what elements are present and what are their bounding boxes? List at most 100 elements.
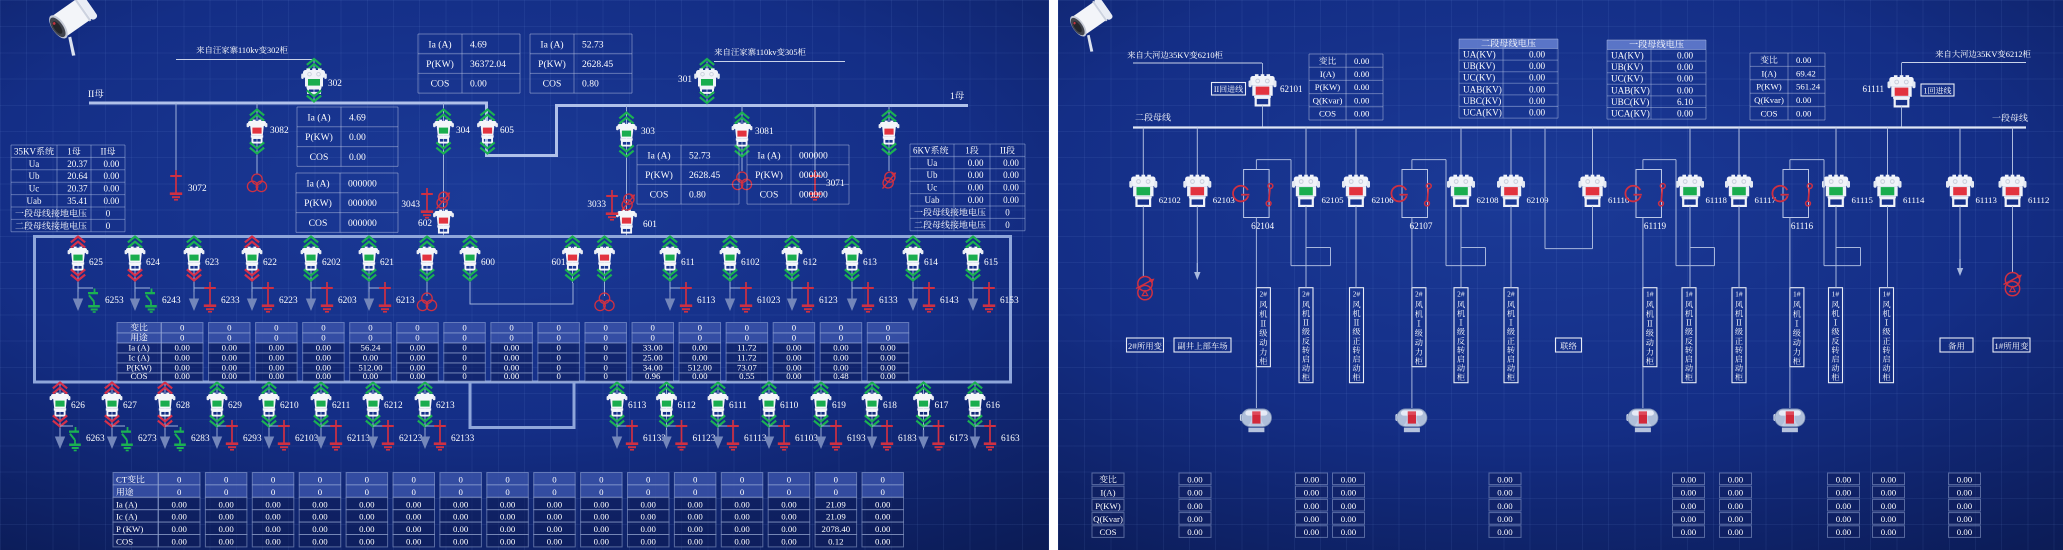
svg-text:0: 0 (646, 473, 651, 486)
svg-text:COS: COS (1099, 525, 1116, 538)
svg-text:0: 0 (462, 369, 467, 382)
svg-text:62103: 62103 (295, 430, 319, 444)
svg-text:0.00: 0.00 (1957, 486, 1973, 499)
svg-text:用途: 用途 (116, 485, 134, 498)
svg-text:0.00: 0.00 (1881, 512, 1897, 525)
svg-text:000000: 000000 (799, 147, 828, 161)
svg-text:P(KW): P(KW) (305, 129, 333, 143)
svg-text:0.00: 0.00 (265, 535, 281, 548)
svg-text:来自汪家寨110kv变302柜: 来自汪家寨110kv变302柜 (196, 44, 288, 56)
svg-text:变比: 变比 (1319, 54, 1337, 67)
svg-text:0.00: 0.00 (1677, 82, 1693, 96)
svg-text:Uc: Uc (29, 182, 40, 195)
svg-text:0.00: 0.00 (316, 369, 332, 382)
svg-text:动: 动 (1415, 337, 1423, 348)
svg-text:0.00: 0.00 (1681, 499, 1697, 512)
svg-text:机: 机 (1415, 309, 1423, 320)
svg-text:0.00: 0.00 (1529, 93, 1545, 107)
svg-text:0.00: 0.00 (1341, 472, 1357, 485)
svg-text:21.09: 21.09 (826, 497, 846, 510)
svg-text:CT变比: CT变比 (116, 473, 145, 486)
svg-text:20.37: 20.37 (67, 157, 88, 170)
svg-text:力: 力 (1259, 347, 1267, 358)
svg-text:0: 0 (556, 369, 561, 382)
svg-text:0.00: 0.00 (359, 535, 375, 548)
svg-text:0.00: 0.00 (1677, 48, 1693, 62)
svg-text:6KV系统: 6KV系统 (913, 143, 949, 156)
svg-text:0.00: 0.00 (175, 341, 191, 354)
svg-text:512.00: 512.00 (358, 361, 383, 374)
svg-text:6293: 6293 (243, 430, 262, 444)
svg-text:转: 转 (1685, 345, 1693, 356)
svg-text:Ⅱ: Ⅱ (1352, 318, 1360, 329)
svg-text:动: 动 (1646, 337, 1654, 348)
svg-text:0: 0 (698, 321, 703, 334)
svg-text:0.00: 0.00 (500, 535, 516, 548)
svg-text:机: 机 (1259, 309, 1267, 320)
svg-text:动: 动 (1735, 363, 1743, 374)
svg-text:级: 级 (1735, 327, 1743, 338)
svg-text:0: 0 (740, 473, 745, 486)
svg-text:0: 0 (368, 331, 373, 344)
svg-text:0.00: 0.00 (500, 497, 516, 510)
svg-text:623: 623 (205, 254, 219, 268)
svg-text:柜: 柜 (1882, 372, 1890, 383)
svg-text:0: 0 (834, 473, 839, 486)
svg-text:Ⅱ: Ⅱ (1646, 318, 1654, 329)
svg-text:0.00: 0.00 (1497, 499, 1513, 512)
svg-text:62107: 62107 (1410, 218, 1433, 232)
svg-text:0.00: 0.00 (504, 361, 520, 374)
svg-text:P(KW): P(KW) (645, 167, 673, 181)
svg-text:0.00: 0.00 (316, 361, 332, 374)
svg-text:0: 0 (462, 361, 467, 374)
svg-text:Q(Kvar): Q(Kvar) (1313, 93, 1343, 106)
svg-text:来自大河边35KV变6212柜: 来自大河边35KV变6212柜 (1935, 48, 2031, 60)
svg-text:0.00: 0.00 (781, 497, 797, 510)
svg-text:Uab: Uab (925, 193, 940, 206)
svg-text:0.00: 0.00 (1728, 512, 1744, 525)
svg-text:62101: 62101 (1280, 82, 1303, 95)
svg-text:0.00: 0.00 (594, 522, 610, 535)
svg-text:转: 转 (1831, 345, 1839, 356)
svg-text:0: 0 (787, 473, 792, 486)
svg-text:机: 机 (1507, 308, 1515, 319)
svg-text:0.00: 0.00 (1003, 193, 1019, 206)
svg-text:0.00: 0.00 (1957, 499, 1973, 512)
svg-text:0.00: 0.00 (875, 497, 891, 510)
svg-text:61123: 61123 (693, 430, 716, 444)
svg-text:Ia (A): Ia (A) (428, 36, 451, 50)
svg-text:6283: 6283 (191, 430, 210, 444)
svg-text:I(A): I(A) (1320, 67, 1335, 80)
svg-text:304: 304 (456, 122, 470, 136)
svg-text:启: 启 (1352, 354, 1360, 365)
svg-text:0.00: 0.00 (1529, 70, 1545, 84)
svg-text:0: 0 (412, 485, 417, 498)
svg-text:0.55: 0.55 (739, 369, 755, 382)
svg-text:0.00: 0.00 (363, 369, 379, 382)
svg-text:动: 动 (1302, 363, 1310, 374)
svg-text:0.00: 0.00 (218, 510, 234, 523)
svg-text:0.00: 0.00 (453, 510, 469, 523)
svg-text:0: 0 (274, 331, 279, 344)
svg-text:0.00: 0.00 (880, 341, 896, 354)
svg-text:机: 机 (1352, 308, 1360, 319)
svg-text:6173: 6173 (950, 430, 969, 444)
svg-text:0.00: 0.00 (692, 341, 708, 354)
svg-text:COS: COS (310, 149, 329, 163)
svg-text:P(KW): P(KW) (304, 195, 332, 209)
svg-text:3081: 3081 (755, 123, 774, 137)
svg-text:6133: 6133 (879, 292, 898, 306)
svg-text:6211: 6211 (332, 397, 351, 411)
svg-text:0.48: 0.48 (833, 369, 849, 382)
svg-text:0.12: 0.12 (828, 535, 843, 548)
svg-text:0.00: 0.00 (316, 351, 332, 364)
svg-text:6202: 6202 (322, 254, 341, 268)
svg-text:62105: 62105 (1322, 193, 1345, 206)
svg-text:二段母线电压: 二段母线电压 (1481, 35, 1536, 49)
svg-text:UCA(KV): UCA(KV) (1611, 106, 1650, 120)
svg-text:来自大河边35KV变6210柜: 来自大河边35KV变6210柜 (1127, 49, 1223, 61)
svg-text:6203: 6203 (338, 292, 357, 306)
svg-text:0.00: 0.00 (1341, 512, 1357, 525)
svg-text:62108: 62108 (1477, 193, 1500, 206)
svg-text:0.00: 0.00 (1681, 512, 1697, 525)
